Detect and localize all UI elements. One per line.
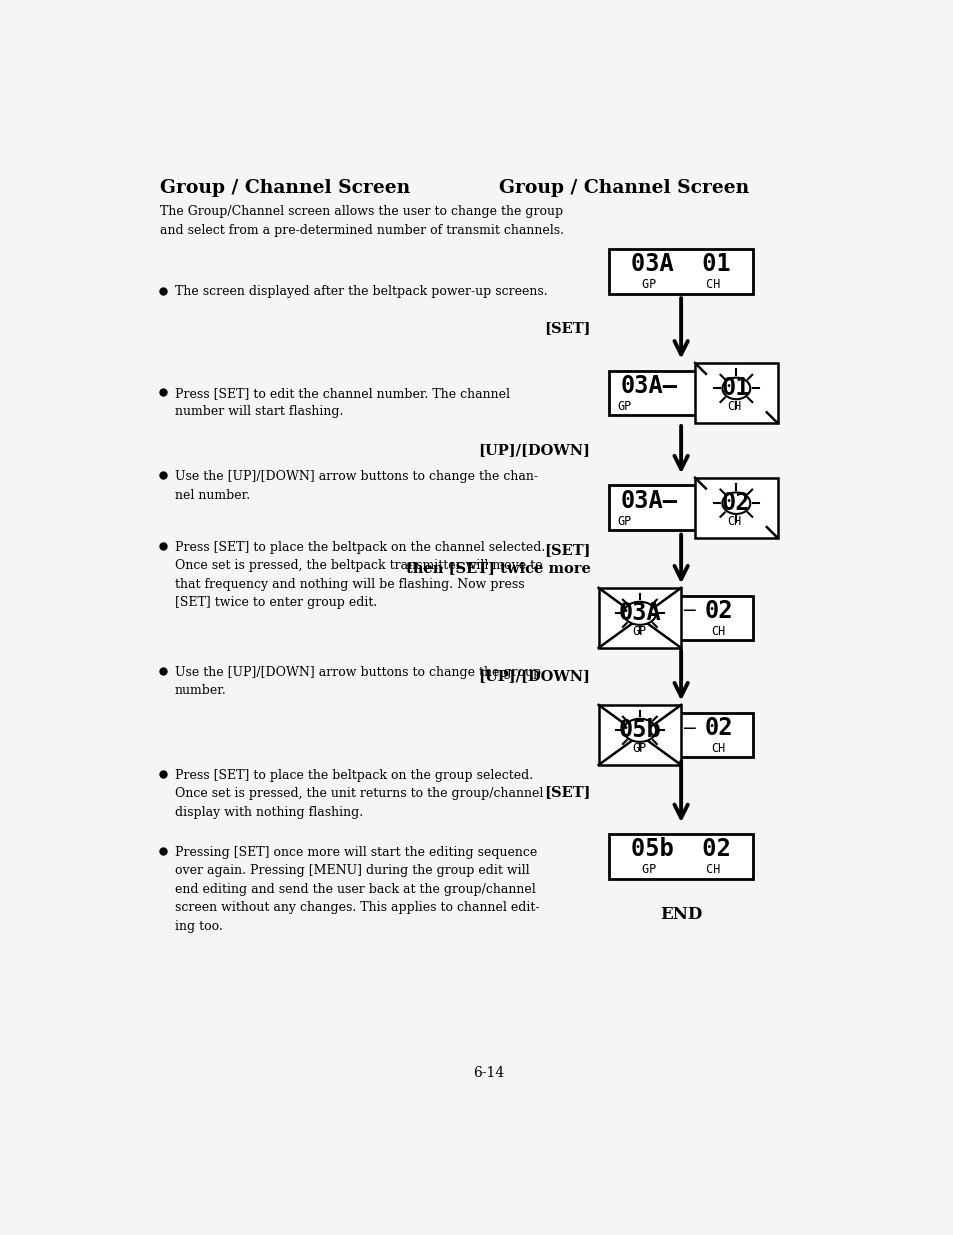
Text: —: —	[683, 601, 696, 620]
Bar	[609, 595, 752, 640]
Text: GP: GP	[632, 742, 646, 756]
Text: [SET]
then [SET] twice more: [SET] then [SET] twice more	[405, 543, 590, 574]
Text: 05b  02: 05b 02	[631, 837, 730, 861]
Text: CH: CH	[711, 742, 725, 756]
Text: [UP]/[DOWN]: [UP]/[DOWN]	[478, 668, 590, 683]
Text: Use the [UP]/[DOWN] arrow buttons to change the group
number.: Use the [UP]/[DOWN] arrow buttons to cha…	[174, 666, 540, 697]
Text: Use the [UP]/[DOWN] arrow buttons to change the chan-
nel number.: Use the [UP]/[DOWN] arrow buttons to cha…	[174, 471, 537, 501]
Text: 02: 02	[703, 716, 732, 740]
Ellipse shape	[623, 719, 656, 742]
Text: —: —	[683, 719, 696, 737]
Bar	[695, 478, 777, 537]
Text: 6-14: 6-14	[473, 1066, 504, 1079]
Text: CH: CH	[727, 515, 741, 529]
Ellipse shape	[721, 378, 749, 399]
Text: Press [SET] to place the beltpack on the group selected.
Once set is pressed, th: Press [SET] to place the beltpack on the…	[174, 769, 543, 819]
Text: GP: GP	[618, 400, 632, 414]
Bar	[598, 588, 680, 648]
Ellipse shape	[623, 601, 656, 625]
Text: Group / Channel Screen: Group / Channel Screen	[498, 179, 748, 198]
Text: Press [SET] to place the beltpack on the channel selected.
Once set is pressed, : Press [SET] to place the beltpack on the…	[174, 541, 545, 609]
Bar	[609, 249, 752, 294]
Ellipse shape	[721, 493, 749, 514]
Text: Press [SET] to edit the channel number. The channel
number will start flashing.: Press [SET] to edit the channel number. …	[174, 387, 510, 419]
Text: 03A—: 03A—	[620, 489, 678, 513]
Bar	[695, 363, 777, 424]
Text: [UP]/[DOWN]: [UP]/[DOWN]	[478, 442, 590, 457]
Text: [SET]: [SET]	[543, 321, 590, 336]
Text: GP: GP	[632, 625, 646, 638]
Text: END: END	[659, 906, 701, 923]
Text: Group / Channel Screen: Group / Channel Screen	[159, 179, 410, 198]
Bar	[598, 705, 680, 764]
Text: 02: 02	[721, 492, 750, 515]
Text: 03A: 03A	[618, 601, 660, 625]
Text: The Group/Channel screen allows the user to change the group
and select from a p: The Group/Channel screen allows the user…	[159, 205, 563, 237]
Text: 03A—: 03A—	[620, 374, 678, 398]
Text: [SET]: [SET]	[543, 785, 590, 799]
Text: CH: CH	[727, 400, 741, 414]
Text: GP       CH: GP CH	[641, 863, 720, 876]
Text: GP       CH: GP CH	[641, 278, 720, 291]
Bar	[609, 485, 752, 530]
Bar	[609, 370, 752, 415]
Text: The screen displayed after the beltpack power-up screens.: The screen displayed after the beltpack …	[174, 285, 547, 299]
Text: 03A  01: 03A 01	[631, 252, 730, 275]
Text: 01: 01	[721, 377, 750, 400]
Bar	[609, 835, 752, 879]
Text: Pressing [SET] once more will start the editing sequence
over again. Pressing [M: Pressing [SET] once more will start the …	[174, 846, 539, 932]
Text: 05b: 05b	[618, 719, 660, 742]
Text: GP: GP	[618, 515, 632, 529]
Bar	[609, 713, 752, 757]
Text: 02: 02	[703, 599, 732, 622]
Text: CH: CH	[711, 625, 725, 638]
